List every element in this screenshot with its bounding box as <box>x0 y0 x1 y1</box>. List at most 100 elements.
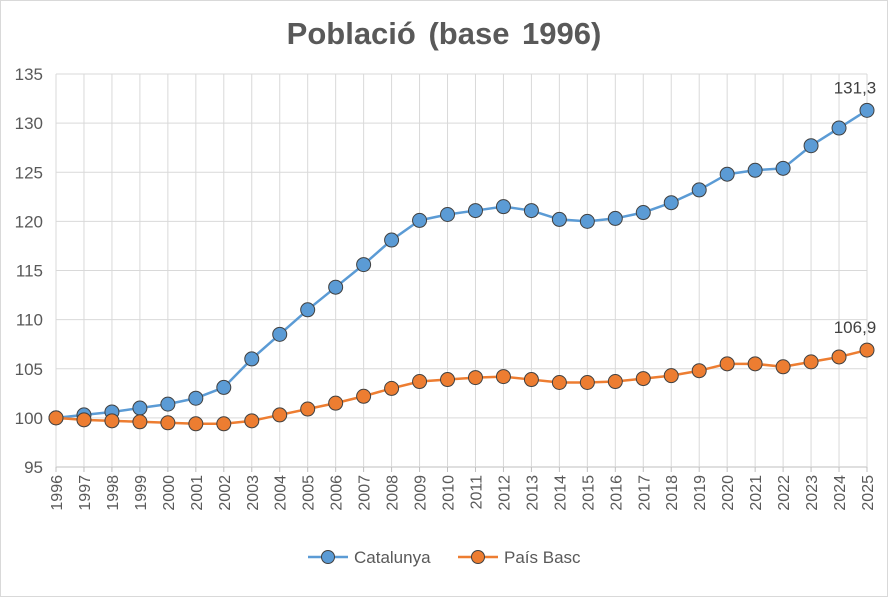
x-tick-label: 2011 <box>468 475 485 510</box>
x-tick-label: 2014 <box>552 475 569 511</box>
x-tick-label: 2007 <box>357 475 374 511</box>
data-point <box>412 374 428 390</box>
y-tick-label: 100 <box>15 409 43 428</box>
data-point <box>440 206 456 222</box>
data-point <box>300 302 316 318</box>
y-tick-label: 95 <box>24 458 43 477</box>
x-tick-label: 2025 <box>860 475 877 511</box>
y-tick-label: 110 <box>16 311 43 330</box>
data-point <box>76 412 92 428</box>
data-point <box>160 396 176 412</box>
data-point <box>384 232 400 248</box>
data-point <box>859 102 875 118</box>
data-point <box>412 212 428 228</box>
data-point <box>440 372 456 388</box>
x-tick-label: 2000 <box>161 475 178 511</box>
data-point <box>160 415 176 431</box>
x-tick-label: 2021 <box>748 475 765 511</box>
data-point <box>579 375 595 391</box>
data-point <box>719 356 735 372</box>
data-point <box>579 213 595 229</box>
data-point <box>523 203 539 219</box>
x-tick-label: 2002 <box>217 475 234 511</box>
data-point <box>607 374 623 390</box>
x-tick-label: 1999 <box>133 475 150 511</box>
data-point <box>691 363 707 379</box>
data-point <box>831 349 847 365</box>
legend-marker <box>321 550 335 564</box>
x-tick-label: 1996 <box>49 475 66 511</box>
data-point <box>328 279 344 295</box>
y-tick-label: 125 <box>15 163 43 182</box>
data-point <box>104 413 120 429</box>
data-point <box>356 257 372 273</box>
x-tick-label: 2024 <box>832 475 849 511</box>
y-tick-label: 105 <box>15 360 43 379</box>
data-point <box>803 354 819 370</box>
data-point <box>328 395 344 411</box>
data-point <box>775 359 791 375</box>
data-point <box>467 203 483 219</box>
data-point <box>188 390 204 406</box>
y-tick-label: 135 <box>15 65 43 84</box>
data-point <box>775 160 791 176</box>
x-tick-label: 2017 <box>636 475 653 511</box>
legend-label: País Basc <box>504 548 581 567</box>
data-point <box>803 138 819 154</box>
x-tick-label: 2003 <box>245 475 262 511</box>
y-tick-label: 120 <box>15 212 43 231</box>
x-tick-label: 2012 <box>496 475 513 511</box>
data-point <box>691 182 707 198</box>
data-point <box>747 356 763 372</box>
x-tick-label: 2004 <box>273 475 290 511</box>
data-point <box>859 342 875 358</box>
x-tick-label: 2018 <box>664 475 681 511</box>
x-tick-label: 2005 <box>301 475 318 511</box>
data-point <box>635 371 651 387</box>
legend-marker <box>471 550 485 564</box>
x-tick-label: 2022 <box>776 475 793 511</box>
series-line-pa-s-basc <box>55 348 868 426</box>
data-point <box>607 210 623 226</box>
data-point <box>467 370 483 386</box>
x-tick-label: 1997 <box>77 475 94 511</box>
data-point <box>635 205 651 221</box>
x-tick-label: 2008 <box>385 475 402 511</box>
data-point <box>216 416 232 432</box>
data-point <box>132 400 148 416</box>
data-point <box>495 369 511 385</box>
x-tick-label: 2023 <box>804 475 821 511</box>
x-tick-label: 2013 <box>524 475 541 511</box>
x-tick-label: 2006 <box>329 475 346 511</box>
x-tick-label: 2020 <box>720 475 737 511</box>
data-point <box>663 195 679 211</box>
y-tick-label: 130 <box>15 114 43 133</box>
data-point <box>831 120 847 136</box>
legend-label: Catalunya <box>354 548 431 567</box>
y-tick-label: 115 <box>16 262 43 281</box>
data-point <box>272 407 288 423</box>
data-point <box>132 414 148 430</box>
x-tick-label: 2015 <box>580 475 597 511</box>
data-point <box>384 380 400 396</box>
data-point <box>551 211 567 227</box>
x-tick-label: 2009 <box>413 475 430 511</box>
data-point <box>244 413 260 429</box>
x-tick-label: 2001 <box>189 475 206 511</box>
data-point <box>747 162 763 178</box>
data-point <box>551 375 567 391</box>
data-label: 106,9 <box>834 318 877 337</box>
data-label: 131,3 <box>834 78 877 97</box>
data-point <box>48 410 64 426</box>
chart-title: Població (base 1996) <box>286 16 602 51</box>
x-tick-label: 2016 <box>608 475 625 511</box>
data-point <box>188 416 204 432</box>
data-point <box>244 351 260 367</box>
data-point <box>300 401 316 417</box>
x-tick-label: 2019 <box>692 475 709 511</box>
data-point <box>216 379 232 395</box>
x-tick-label: 2010 <box>441 475 458 511</box>
data-point <box>663 368 679 384</box>
